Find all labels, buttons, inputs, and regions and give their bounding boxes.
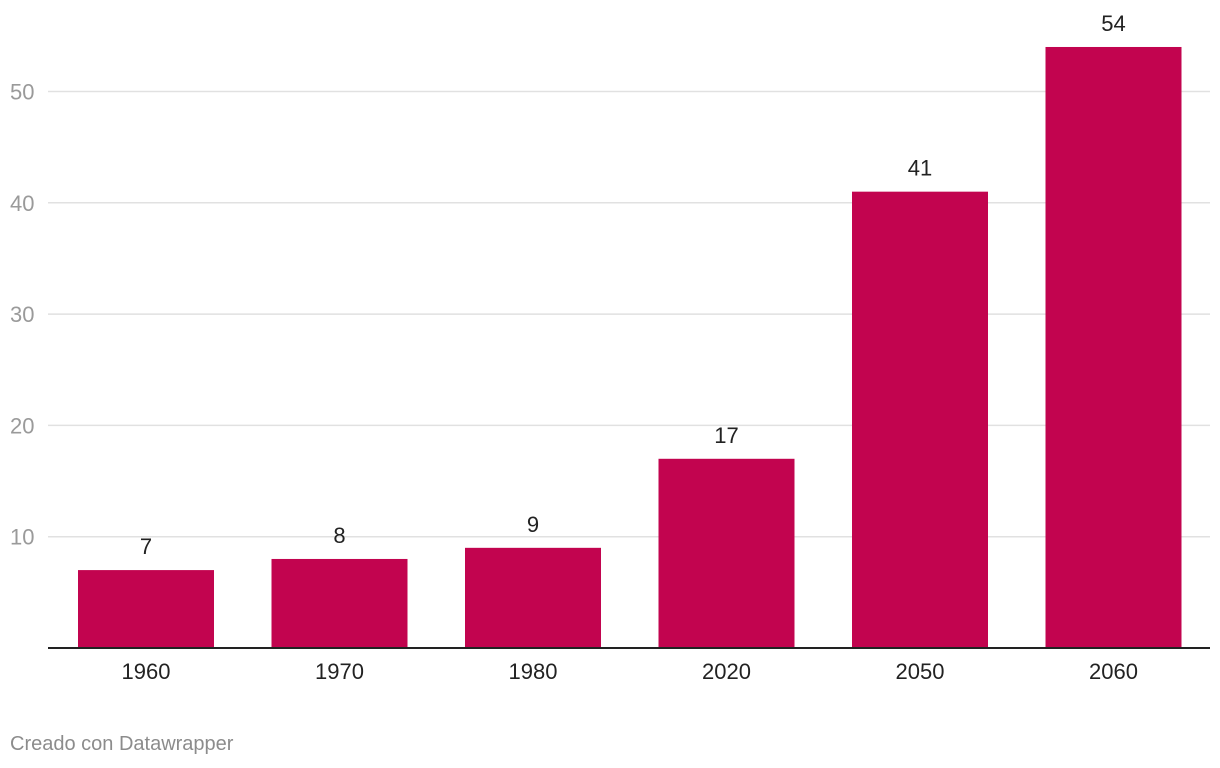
data-label: 41 — [908, 156, 932, 181]
bar — [852, 191, 988, 649]
bar — [78, 570, 214, 648]
y-tick-label: 50 — [10, 80, 34, 105]
data-label: 54 — [1101, 11, 1125, 36]
data-label: 9 — [527, 512, 539, 537]
credit-text: Creado con Datawrapper — [10, 733, 234, 755]
y-tick-label: 20 — [10, 413, 34, 438]
x-tick-label: 2060 — [1089, 659, 1138, 684]
bar — [1045, 46, 1182, 649]
y-tick-label: 10 — [10, 525, 34, 550]
bar — [465, 547, 601, 648]
axes: 10 20 30 40 50 1960 1970 1980 2020 2050 2060 — [10, 80, 1210, 684]
x-tick-label: 1970 — [315, 659, 364, 684]
data-label: 8 — [333, 523, 345, 548]
x-tick-label: 2050 — [896, 659, 945, 684]
bars — [78, 46, 1182, 649]
data-labels: 7 8 9 17 41 54 — [140, 11, 1126, 559]
y-tick-label: 40 — [10, 191, 34, 216]
x-tick-label: 1960 — [122, 659, 171, 684]
bar — [271, 558, 408, 648]
y-tick-label: 30 — [10, 302, 34, 327]
x-tick-label: 1980 — [509, 659, 558, 684]
data-label: 17 — [714, 423, 738, 448]
grid-lines — [48, 90, 1210, 538]
x-tick-label: 2020 — [702, 659, 751, 684]
data-label: 7 — [140, 534, 152, 559]
bar — [658, 458, 795, 648]
